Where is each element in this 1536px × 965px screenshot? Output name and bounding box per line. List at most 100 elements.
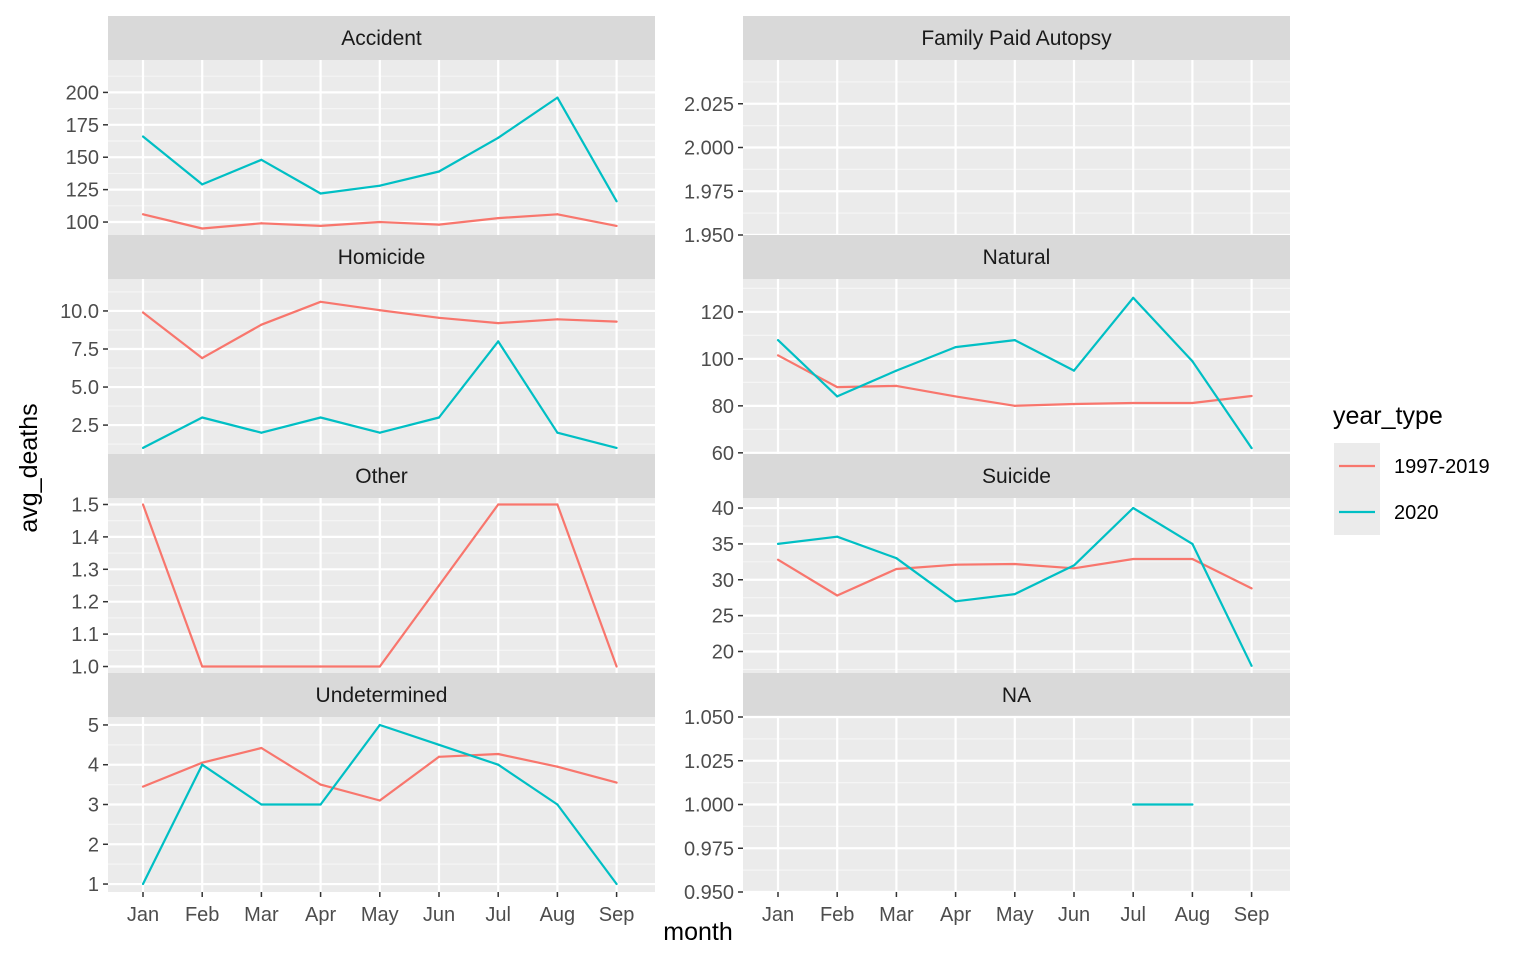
data-point-2020 bbox=[1191, 803, 1194, 806]
panel-suicide: Suicide 20 25 30 35 40 bbox=[712, 454, 1290, 673]
strip-title: Undetermined bbox=[316, 684, 448, 707]
y-tick-label: 40 bbox=[712, 498, 734, 520]
y-tick-label: 1.050 bbox=[684, 707, 734, 729]
legend-title: year_type bbox=[1333, 402, 1443, 430]
x-tick-label: Apr bbox=[305, 904, 336, 926]
data-point-2020 bbox=[1250, 447, 1253, 450]
data-point-1997-2019 bbox=[319, 300, 322, 303]
x-tick-label: Aug bbox=[540, 904, 576, 926]
data-point-1997-2019 bbox=[437, 584, 441, 587]
data-point-2020 bbox=[836, 395, 839, 398]
x-tick-label: Feb bbox=[820, 904, 854, 926]
data-point-1997-2019 bbox=[1132, 401, 1135, 405]
y-tick-label: 2.025 bbox=[684, 94, 734, 116]
data-point-2020 bbox=[1132, 506, 1135, 510]
y-tick-label: 1.1 bbox=[71, 624, 99, 646]
legend-label: 1997-2019 bbox=[1394, 456, 1490, 478]
x-tick-label: Jun bbox=[423, 904, 455, 926]
data-point-1997-2019 bbox=[319, 665, 322, 668]
data-point-2020 bbox=[556, 803, 559, 806]
data-point-2020 bbox=[497, 340, 500, 343]
data-point-2020 bbox=[895, 369, 898, 372]
y-tick-label: 1.5 bbox=[71, 494, 99, 516]
data-point-2020 bbox=[497, 763, 500, 766]
strip-background bbox=[743, 454, 1290, 498]
y-tick-label: 1.0 bbox=[71, 657, 99, 679]
data-point-1997-2019 bbox=[1250, 587, 1253, 590]
panel-family-paid-autopsy: Family Paid Autopsy 1.950 1.975 2.000 2.025 bbox=[684, 16, 1290, 247]
data-point-1997-2019 bbox=[1132, 557, 1135, 561]
data-point-1997-2019 bbox=[260, 222, 263, 225]
plot-background bbox=[743, 498, 1290, 673]
y-tick-label: 1.025 bbox=[684, 751, 734, 773]
data-point-1997-2019 bbox=[260, 746, 263, 750]
x-tick-label: Jul bbox=[485, 904, 511, 926]
plot-background bbox=[743, 279, 1290, 454]
y-tick-label: 5.0 bbox=[71, 377, 99, 399]
strip-title: Other bbox=[355, 465, 408, 488]
data-point-2020 bbox=[260, 803, 263, 806]
legend: year_type 1997-2019 2020 bbox=[1333, 402, 1490, 535]
data-point-1997-2019 bbox=[497, 503, 500, 506]
data-point-2020 bbox=[1013, 338, 1016, 342]
y-tick-label: 200 bbox=[66, 82, 99, 104]
y-tick-label: 20 bbox=[712, 641, 734, 663]
data-point-2020 bbox=[1250, 664, 1253, 667]
strip-title: Accident bbox=[341, 27, 422, 50]
data-point-2020 bbox=[954, 600, 957, 603]
data-point-1997-2019 bbox=[201, 761, 204, 764]
data-point-1997-2019 bbox=[836, 594, 839, 597]
data-point-1997-2019 bbox=[378, 799, 381, 802]
y-tick-label: 1.2 bbox=[71, 592, 99, 614]
data-point-1997-2019 bbox=[378, 220, 381, 224]
data-point-1997-2019 bbox=[1013, 404, 1016, 407]
y-tick-label: 1.000 bbox=[684, 795, 734, 817]
legend-entry: 2020 bbox=[1334, 489, 1439, 535]
data-point-1997-2019 bbox=[141, 213, 145, 216]
data-point-1997-2019 bbox=[437, 755, 441, 758]
y-tick-label: 4 bbox=[88, 755, 99, 777]
data-point-1997-2019 bbox=[437, 223, 441, 226]
data-point-1997-2019 bbox=[1072, 567, 1076, 570]
y-tick-label: 60 bbox=[712, 443, 734, 465]
y-tick-label: 7.5 bbox=[71, 339, 99, 361]
data-point-2020 bbox=[1132, 296, 1135, 299]
data-point-2020 bbox=[1132, 803, 1135, 806]
y-tick-label: 30 bbox=[712, 570, 734, 592]
data-point-1997-2019 bbox=[260, 665, 263, 668]
data-point-2020 bbox=[319, 416, 322, 419]
x-tick-label: Jun bbox=[1058, 904, 1090, 926]
strip-background bbox=[108, 235, 655, 279]
data-point-2020 bbox=[776, 542, 780, 546]
plot-background bbox=[108, 60, 655, 235]
panel-accident: Accident 100 125 150 175 200 bbox=[66, 16, 655, 235]
data-point-2020 bbox=[954, 346, 957, 349]
data-point-1997-2019 bbox=[776, 354, 780, 357]
y-tick-label: 25 bbox=[712, 606, 734, 628]
data-point-2020 bbox=[1013, 593, 1016, 596]
data-point-2020 bbox=[378, 723, 381, 727]
x-tick-label: Jan bbox=[127, 904, 159, 926]
data-point-1997-2019 bbox=[556, 765, 559, 768]
strip-background bbox=[743, 673, 1290, 717]
x-tick-label: Mar bbox=[879, 904, 914, 926]
data-point-2020 bbox=[1191, 360, 1194, 363]
plot-background bbox=[108, 279, 655, 454]
data-point-2020 bbox=[437, 743, 441, 746]
legend-entry: 1997-2019 bbox=[1334, 443, 1490, 489]
data-point-1997-2019 bbox=[201, 665, 204, 668]
data-point-2020 bbox=[319, 192, 322, 195]
data-point-1997-2019 bbox=[895, 384, 898, 387]
data-point-1997-2019 bbox=[141, 311, 145, 314]
strip-background bbox=[108, 454, 655, 498]
y-tick-label: 2.5 bbox=[71, 415, 99, 437]
data-point-1997-2019 bbox=[615, 320, 618, 323]
y-tick-label: 125 bbox=[66, 180, 99, 202]
data-point-1997-2019 bbox=[556, 318, 559, 321]
y-axis-title: avg_deaths bbox=[15, 403, 43, 532]
y-tick-label: 1.950 bbox=[684, 225, 734, 247]
y-tick-label: 3 bbox=[88, 795, 99, 817]
data-point-1997-2019 bbox=[319, 224, 322, 228]
x-tick-label: Apr bbox=[940, 904, 971, 926]
